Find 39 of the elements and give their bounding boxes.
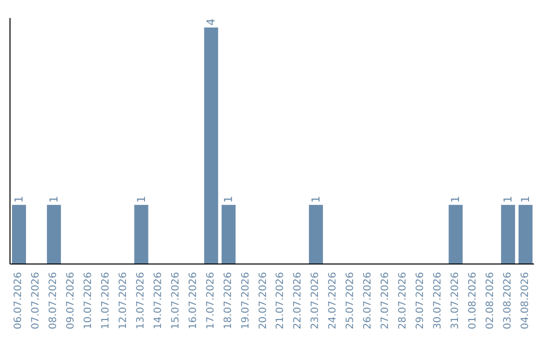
data-label: 1 (134, 196, 148, 203)
data-label: 1 (222, 196, 236, 203)
x-tick-label: 19.07.2026 (240, 272, 252, 330)
data-label: 1 (519, 196, 532, 203)
x-tick-label: 07.07.2026 (30, 272, 42, 330)
x-tick-label: 29.07.2026 (414, 272, 426, 330)
data-label: 4 (204, 18, 218, 26)
x-tick-label: 12.07.2026 (118, 272, 130, 330)
x-tick-label: 13.07.2026 (136, 272, 146, 330)
x-tick-label: 15.07.2026 (170, 272, 182, 330)
x-tick-label: 28.07.2026 (398, 272, 408, 330)
x-tick-label: 20.07.2026 (258, 272, 269, 330)
x-tick-label: 11.07.2026 (100, 272, 112, 330)
x-tick-label: 01.08.2026 (467, 272, 478, 330)
x-tick-label: 06.07.2026 (13, 272, 24, 330)
x-tick-label: 09.07.2026 (66, 272, 77, 330)
x-tick-label: 22.07.2026 (292, 272, 304, 330)
x-tick-label: 31.07.2026 (450, 272, 461, 330)
x-tick-label: 16.07.2026 (188, 272, 199, 330)
data-label: 1 (502, 196, 515, 203)
x-tick-label: 04.08.2026 (520, 272, 531, 330)
x-tick-label: 26.07.2026 (362, 272, 374, 330)
data-label: 1 (449, 196, 462, 203)
x-tick-label: 25.07.2026 (345, 272, 356, 330)
x-tick-label: 27.07.2026 (380, 272, 392, 330)
x-tick-label: 24.07.2026 (328, 272, 339, 330)
x-tick-label: 14.07.2026 (152, 272, 164, 330)
data-label: 1 (12, 196, 26, 203)
data-label: 1 (309, 196, 322, 203)
x-tick-label: 21.07.2026 (275, 272, 286, 330)
x-tick-label: 17.07.2026 (205, 272, 216, 330)
x-tick-label: 03.08.2026 (502, 272, 514, 330)
x-tick-label: 10.07.2026 (83, 272, 94, 330)
x-tick-label: 18.07.2026 (222, 272, 234, 330)
data-label: 1 (47, 196, 60, 203)
x-tick-label: 02.08.2026 (484, 272, 496, 330)
x-tick-label: 23.07.2026 (310, 272, 322, 330)
x-tick-label: 30.07.2026 (432, 272, 444, 330)
x-tick-label: 08.07.2026 (48, 272, 60, 330)
